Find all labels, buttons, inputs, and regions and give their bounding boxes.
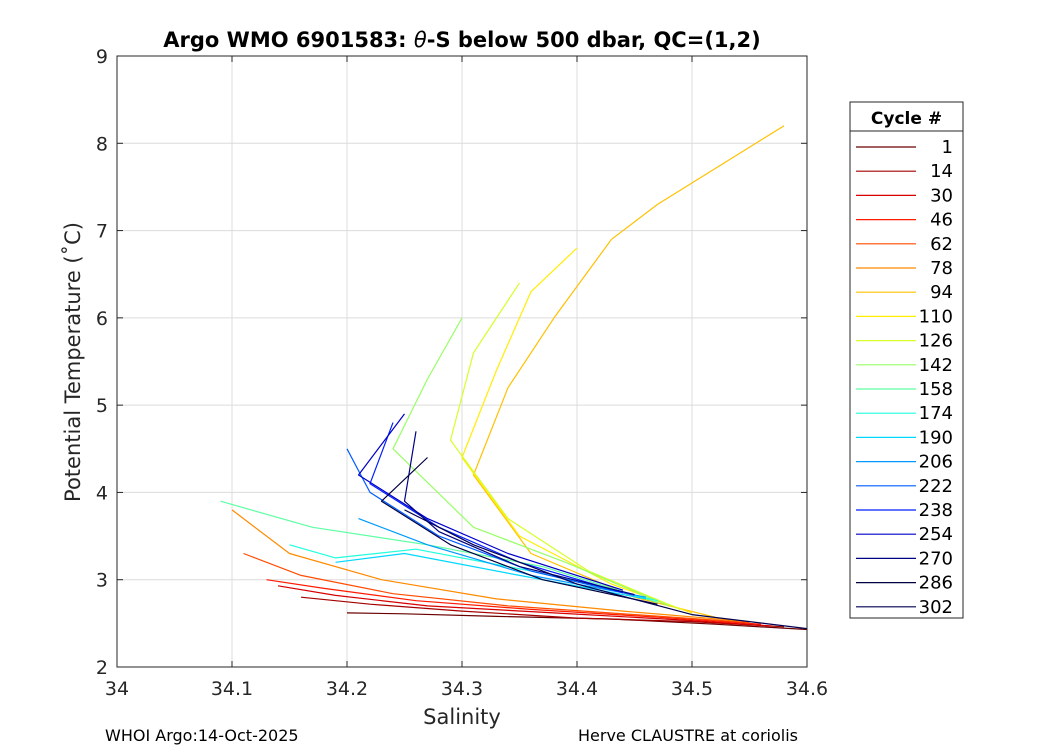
y-tick-label: 7 [96,221,108,243]
x-tick-label: 34.6 [786,678,828,700]
legend-label: 174 [919,403,953,424]
legend-label: 286 [919,573,953,594]
data-lines [220,125,808,631]
y-tick-label: 2 [96,657,108,679]
x-tick-label: 34.5 [671,678,713,700]
legend: Cycle #1 14 30 46 62 78 94 110 126 142 158 174 190 20… [849,101,964,619]
legend-label: 206 [919,452,953,473]
series-line-cycle-62 [243,552,750,624]
legend-label: 238 [919,500,953,521]
series-line-cycle-206 [358,518,647,598]
legend-label: 142 [919,355,953,376]
series-line-cycle-1 [346,612,808,631]
legend-label: 126 [919,331,953,352]
x-tick-label: 34 [105,678,129,700]
x-tick-label: 34.1 [211,678,253,700]
legend-label: 110 [919,306,953,327]
series-line-cycle-190 [335,552,647,600]
legend-label: 62 [930,234,953,255]
y-tick-label: 3 [96,570,108,592]
y-tick-label: 8 [96,133,108,155]
legend-label: 302 [919,597,953,618]
legend-label: 222 [919,476,953,497]
series-line-cycle-78 [231,509,739,622]
x-tick-label: 34.4 [556,678,598,700]
legend-label: 94 [930,282,953,303]
series-line-cycle-14 [300,596,785,628]
legend-label: 190 [919,427,953,448]
series-line-cycle-46 [266,579,762,625]
legend-label: 1 [942,137,953,158]
legend-title: Cycle # [871,109,942,129]
legend-label: 254 [919,524,953,545]
legend-label: 46 [930,210,953,231]
legend-box [849,101,964,619]
x-tick-label: 34.2 [326,678,368,700]
legend-label: 270 [919,548,953,569]
y-axis-label: Potential Temperature (˚C) [61,222,85,502]
legend-label: 14 [930,161,953,182]
y-tick-label: 4 [96,482,108,504]
x-tick-label: 34.3 [441,678,483,700]
y-tick-label: 5 [96,395,108,417]
series-line-cycle-142 [392,317,670,607]
legend-label: 78 [930,258,953,279]
legend-label: 30 [930,185,953,206]
series-line-cycle-302 [404,509,808,630]
y-tick-label: 9 [96,46,108,68]
chart-title: Argo WMO 6901583: θ-S below 500 dbar, QC… [163,28,760,52]
series-line-cycle-30 [277,585,773,627]
series-line-cycle-254 [357,413,624,591]
footer-left: WHOI Argo:14-Oct-2025 [105,726,299,745]
series-line-cycle-286 [380,457,658,605]
y-tick-label: 6 [96,308,108,330]
series-line-cycle-110 [461,247,693,614]
series-line-cycle-126 [449,282,681,610]
series-line-cycle-270 [403,431,635,596]
legend-label: 158 [919,379,953,400]
footer-right: Herve CLAUSTRE at coriolis [578,726,798,745]
x-axis-label: Salinity [423,705,501,729]
